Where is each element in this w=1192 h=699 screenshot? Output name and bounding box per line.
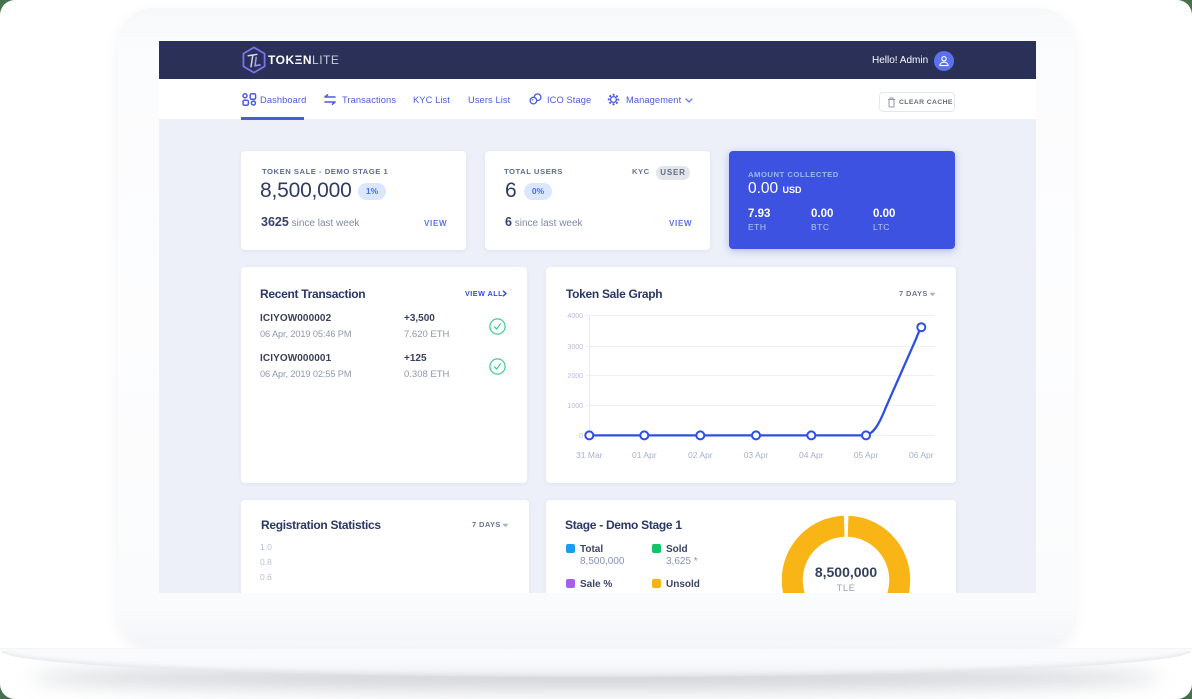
svg-text:06 Apr: 06 Apr xyxy=(909,450,934,460)
svg-text:04 Apr: 04 Apr xyxy=(799,450,824,460)
svg-text:03 Apr: 03 Apr xyxy=(744,450,769,460)
svg-text:2000: 2000 xyxy=(567,373,583,380)
svg-text:31 Mar: 31 Mar xyxy=(576,450,603,460)
svg-text:1000: 1000 xyxy=(567,403,583,410)
svg-text:02 Apr: 02 Apr xyxy=(688,450,713,460)
svg-text:3000: 3000 xyxy=(567,344,583,351)
svg-text:01 Apr: 01 Apr xyxy=(632,450,657,460)
svg-text:4000: 4000 xyxy=(567,313,583,320)
svg-text:05 Apr: 05 Apr xyxy=(854,450,879,460)
svg-text:0: 0 xyxy=(579,433,583,440)
